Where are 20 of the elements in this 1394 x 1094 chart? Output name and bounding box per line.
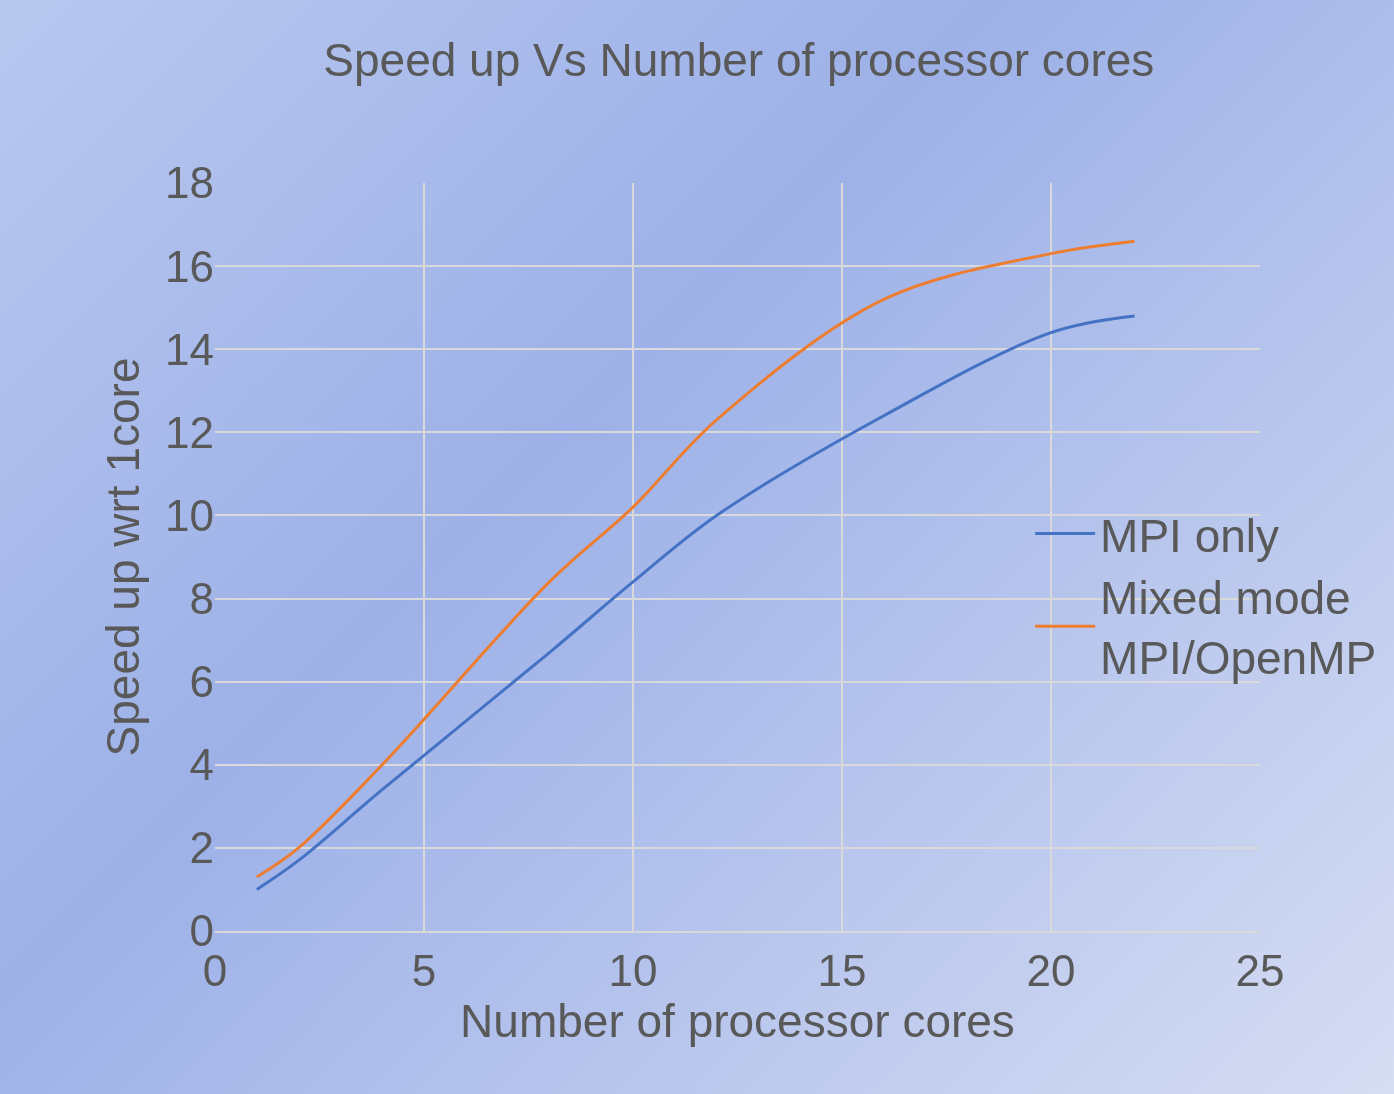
x-tick-label: 20 (1026, 945, 1076, 995)
legend-label: MPI only (1100, 509, 1280, 562)
chart-title: Speed up Vs Number of processor cores (323, 33, 1155, 86)
legend-label: Mixed mode MPI/OpenMP (1100, 572, 1377, 685)
y-tick-label: 14 (165, 324, 214, 374)
y-tick-label: 6 (189, 657, 214, 707)
y-tick-label: 10 (165, 490, 214, 540)
y-tick-label: 2 (189, 823, 214, 873)
y-tick-label: 4 (189, 740, 214, 790)
y-tick-label: 0 (189, 906, 214, 956)
x-tick-label: 15 (817, 945, 867, 995)
x-tick-label: 5 (411, 945, 437, 995)
y-tick-label: 8 (189, 573, 214, 623)
y-tick-label: 12 (165, 407, 214, 457)
y-axis-title: Speed up wrt 1core (97, 357, 150, 757)
y-tick-label: 16 (165, 241, 214, 291)
x-tick-label: 10 (608, 945, 658, 995)
x-tick-label: 25 (1235, 945, 1285, 995)
x-axis-title: Number of processor cores (460, 994, 1015, 1047)
y-tick-label: 18 (165, 158, 214, 208)
